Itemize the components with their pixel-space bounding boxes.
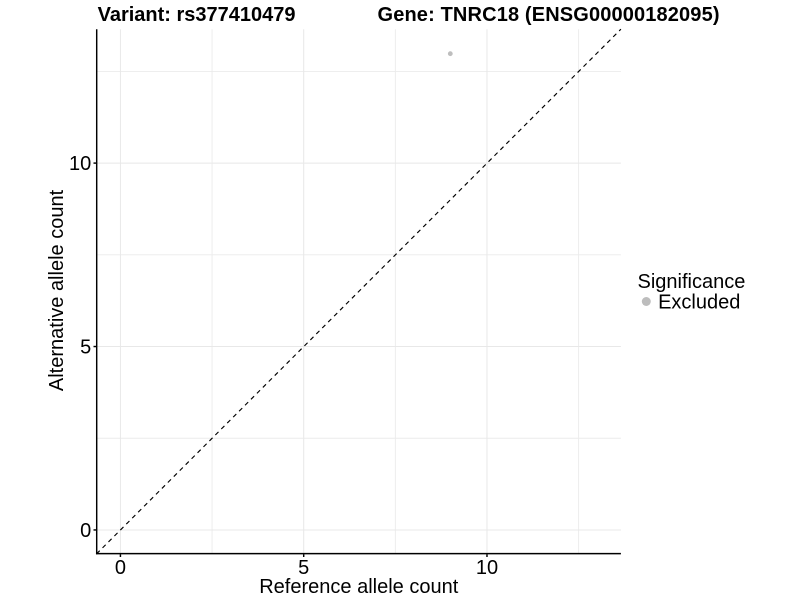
- svg-text:10: 10: [69, 153, 91, 175]
- svg-text:Reference allele count: Reference allele count: [259, 576, 458, 598]
- svg-text:Significance: Significance: [638, 271, 746, 293]
- svg-text:0: 0: [115, 557, 126, 579]
- svg-text:5: 5: [298, 557, 309, 579]
- svg-text:Alternative allele count: Alternative allele count: [46, 189, 68, 391]
- svg-text:Variant: rs377410479: Variant: rs377410479: [98, 4, 296, 26]
- svg-text:5: 5: [80, 336, 91, 358]
- svg-text:0: 0: [80, 520, 91, 542]
- svg-text:Excluded: Excluded: [658, 291, 740, 313]
- svg-text:10: 10: [476, 557, 498, 579]
- svg-text:Gene: TNRC18 (ENSG00000182095): Gene: TNRC18 (ENSG00000182095): [378, 4, 720, 26]
